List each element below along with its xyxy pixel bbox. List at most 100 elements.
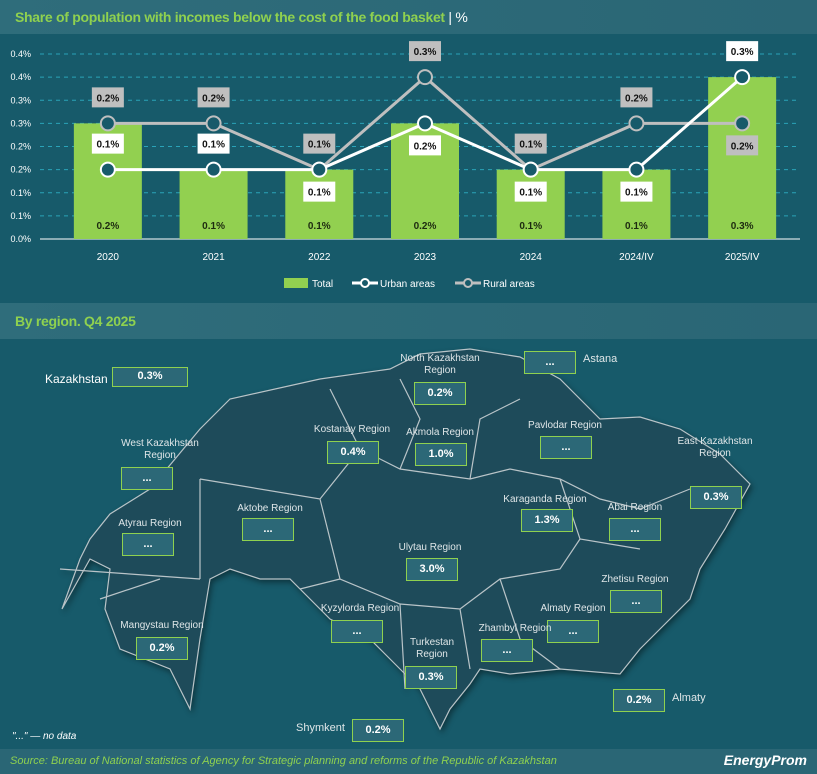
region-name: East Kazakhstan Region bbox=[677, 436, 753, 459]
y-tick-label: 0.2% bbox=[10, 142, 31, 152]
legend-label: Rural areas bbox=[483, 279, 535, 290]
data-label: 0.1% bbox=[96, 140, 119, 151]
region-value-box[interactable]: 0.3% bbox=[405, 666, 457, 689]
region-title: By region. Q4 2025 bbox=[15, 313, 136, 329]
region-name: Almaty Region bbox=[540, 603, 606, 614]
data-label: 0.1% bbox=[519, 188, 542, 199]
region-value-box[interactable]: 0.2% bbox=[414, 382, 466, 405]
bar-label: 0.1% bbox=[202, 221, 225, 232]
region-value-box[interactable]: 3.0% bbox=[406, 558, 458, 581]
marker-urban bbox=[628, 161, 645, 178]
data-label-bg bbox=[514, 133, 547, 154]
marker-urban bbox=[522, 161, 539, 178]
y-tick-label: 0.0% bbox=[10, 234, 31, 244]
legend-label: Total bbox=[312, 279, 333, 290]
data-label-bg bbox=[514, 181, 547, 202]
region-value-box[interactable]: ... bbox=[122, 533, 174, 556]
region-name: Atyrau Region bbox=[118, 518, 182, 529]
data-label-bg bbox=[91, 87, 124, 108]
data-label: 0.2% bbox=[731, 141, 754, 152]
region-value-box[interactable]: 1.0% bbox=[415, 443, 467, 466]
region-value-box[interactable]: 1.3% bbox=[521, 509, 573, 532]
marker-rural bbox=[734, 115, 751, 132]
data-label-bg bbox=[726, 135, 759, 156]
bar-line-chart: 0.0% 0.1% 0.1% 0.2% 0.2% 0.3% 0.3% 0.4% 0.4% 0.2%… bbox=[10, 41, 800, 290]
region-name: North Kazakhstan Region bbox=[400, 353, 480, 376]
legend-swatch-total bbox=[284, 278, 308, 288]
data-label: 0.2% bbox=[625, 93, 648, 104]
data-label: 0.2% bbox=[414, 141, 437, 152]
data-label: 0.1% bbox=[202, 140, 225, 151]
city-name: Shymkent bbox=[296, 722, 345, 734]
data-label-bg bbox=[620, 181, 653, 202]
marker-rural bbox=[205, 115, 222, 132]
region-value-box[interactable]: ... bbox=[121, 467, 173, 490]
marker-urban bbox=[417, 115, 433, 132]
data-label-bg bbox=[197, 133, 230, 154]
source-text: Source: Bureau of National statistics of… bbox=[10, 755, 557, 767]
data-label: 0.1% bbox=[308, 140, 331, 151]
region-value-box[interactable]: ... bbox=[331, 620, 383, 643]
region-value-box[interactable]: ... bbox=[609, 518, 661, 541]
city-value-box[interactable]: 0.2% bbox=[613, 689, 665, 712]
region-value-box[interactable]: ... bbox=[540, 436, 592, 459]
marker-rural bbox=[417, 69, 433, 86]
region-value-box[interactable]: 0.4% bbox=[327, 441, 379, 464]
region-value-box[interactable]: 0.3% bbox=[690, 486, 742, 509]
y-tick-label: 0.4% bbox=[10, 49, 31, 59]
legend-label: Urban areas bbox=[380, 279, 435, 290]
region-name: Zhambyl Region bbox=[478, 623, 552, 634]
data-label: 0.1% bbox=[519, 140, 542, 151]
city-name: Almaty bbox=[672, 692, 706, 704]
y-tick-label: 0.1% bbox=[10, 188, 31, 198]
region-name: Akmola Region bbox=[406, 427, 474, 438]
bar-total bbox=[179, 169, 248, 239]
legend-marker bbox=[463, 278, 473, 288]
region-value-box[interactable]: 0.2% bbox=[136, 637, 188, 660]
region-value-box[interactable]: ... bbox=[242, 518, 294, 541]
data-label: 0.1% bbox=[625, 188, 648, 199]
x-tick-label: 2022 bbox=[308, 252, 331, 263]
data-label: 0.3% bbox=[731, 47, 754, 58]
city-value-box[interactable]: ... bbox=[524, 351, 576, 374]
region-name: Pavlodar Region bbox=[528, 420, 602, 431]
no-data-note: "..." — no data bbox=[12, 731, 77, 742]
data-label: 0.3% bbox=[414, 47, 437, 58]
chart-header: Share of population with incomes below t… bbox=[0, 0, 817, 34]
y-tick-label: 0.1% bbox=[10, 211, 31, 221]
data-label-bg bbox=[409, 135, 441, 156]
chart-unit: | % bbox=[448, 9, 468, 25]
region-value-box[interactable]: ... bbox=[481, 639, 533, 662]
x-tick-label: 2020 bbox=[97, 252, 120, 263]
region-name: Kyzylorda Region bbox=[320, 603, 400, 614]
marker-urban bbox=[205, 161, 222, 178]
chart-title: Share of population with incomes below t… bbox=[15, 9, 445, 25]
bar-label: 0.1% bbox=[308, 221, 331, 232]
city-name: Astana bbox=[583, 353, 618, 365]
region-name: Aktobe Region bbox=[237, 503, 303, 514]
bar-total bbox=[602, 169, 671, 239]
data-label-bg bbox=[303, 181, 336, 202]
city-value-box[interactable]: 0.2% bbox=[352, 719, 404, 742]
data-label-bg bbox=[620, 87, 653, 108]
region-name: Kostanay Region bbox=[313, 424, 391, 435]
kazakhstan-map: North Kazakhstan Region 0.2% Kostanay Regi… bbox=[0, 339, 817, 749]
bar-total bbox=[496, 169, 565, 239]
bar-label: 0.3% bbox=[731, 221, 754, 232]
marker-rural bbox=[628, 115, 645, 132]
marker-urban bbox=[311, 161, 328, 178]
bar-label: 0.1% bbox=[625, 221, 648, 232]
bar-label: 0.2% bbox=[96, 221, 119, 232]
marker-rural bbox=[99, 115, 116, 132]
region-name: Mangystau Region bbox=[120, 620, 204, 631]
y-tick-label: 0.2% bbox=[10, 165, 31, 175]
region-name: Karaganda Region bbox=[503, 494, 587, 505]
bar-total bbox=[708, 77, 777, 239]
data-label-bg bbox=[303, 133, 336, 154]
legend-marker bbox=[360, 278, 370, 288]
region-name: Turkestan Region bbox=[409, 637, 455, 660]
region-value-box[interactable]: ... bbox=[610, 590, 662, 613]
region-value-box[interactable]: ... bbox=[547, 620, 599, 643]
kazakhstan-value-box[interactable]: 0.3% bbox=[112, 367, 188, 387]
x-tick-label: 2024 bbox=[520, 252, 543, 263]
